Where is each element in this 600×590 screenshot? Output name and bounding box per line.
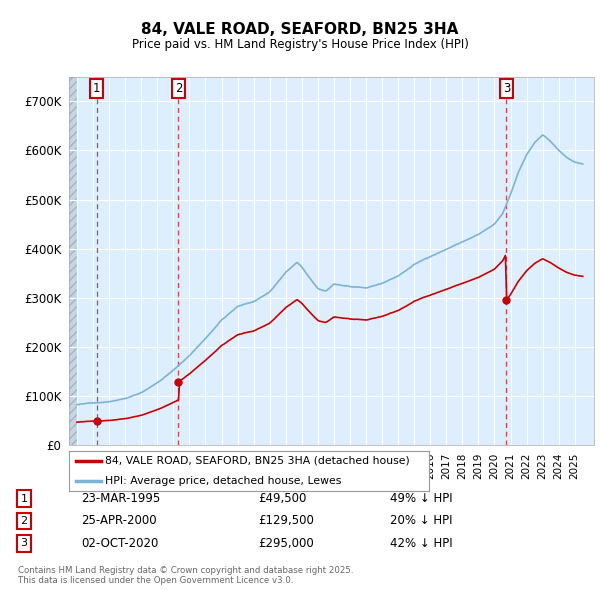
- Text: £129,500: £129,500: [258, 514, 314, 527]
- Text: 2: 2: [175, 82, 182, 95]
- Text: 1: 1: [93, 82, 100, 95]
- Text: 23-MAR-1995: 23-MAR-1995: [81, 492, 160, 505]
- Text: 20% ↓ HPI: 20% ↓ HPI: [390, 514, 452, 527]
- Text: £49,500: £49,500: [258, 492, 307, 505]
- Text: 42% ↓ HPI: 42% ↓ HPI: [390, 537, 452, 550]
- Text: Contains HM Land Registry data © Crown copyright and database right 2025.
This d: Contains HM Land Registry data © Crown c…: [18, 566, 353, 585]
- Bar: [69, 77, 77, 445]
- Text: 84, VALE ROAD, SEAFORD, BN25 3HA (detached house): 84, VALE ROAD, SEAFORD, BN25 3HA (detach…: [105, 456, 410, 466]
- Text: HPI: Average price, detached house, Lewes: HPI: Average price, detached house, Lewe…: [105, 476, 341, 486]
- Text: 84, VALE ROAD, SEAFORD, BN25 3HA: 84, VALE ROAD, SEAFORD, BN25 3HA: [142, 22, 458, 37]
- Text: £295,000: £295,000: [258, 537, 314, 550]
- Text: 2: 2: [20, 516, 28, 526]
- Text: Price paid vs. HM Land Registry's House Price Index (HPI): Price paid vs. HM Land Registry's House …: [131, 38, 469, 51]
- Text: 1: 1: [20, 494, 28, 503]
- Text: 25-APR-2000: 25-APR-2000: [81, 514, 157, 527]
- Text: 3: 3: [20, 539, 28, 548]
- Text: 02-OCT-2020: 02-OCT-2020: [81, 537, 158, 550]
- Text: 49% ↓ HPI: 49% ↓ HPI: [390, 492, 452, 505]
- Text: 3: 3: [503, 82, 510, 95]
